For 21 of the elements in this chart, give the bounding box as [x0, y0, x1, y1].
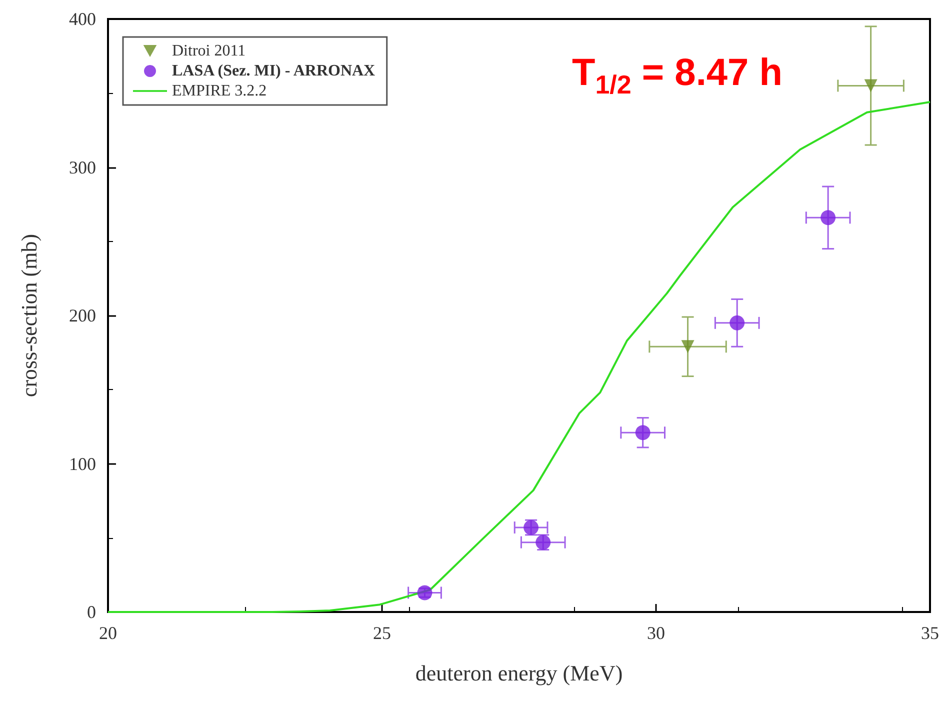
annotation: T$_{1/2}$ = 8.47 h: [572, 52, 782, 101]
x-tick-label: 30: [647, 623, 665, 643]
y-tick-label: 100: [69, 454, 96, 474]
x-axis-title: deuteron energy (MeV): [415, 660, 623, 686]
legend-label: LASA (Sez. MI) - ARRONAX: [172, 62, 376, 80]
line-series: [107, 101, 931, 613]
y-tick-label: 0: [87, 602, 96, 622]
x-tick-label: 20: [99, 623, 117, 643]
y-axis-title: cross-section (mb): [16, 234, 42, 398]
y-tick-label: 400: [69, 9, 96, 29]
legend-label: Ditroi 2011: [172, 42, 246, 60]
x-tick-label: 35: [921, 623, 939, 643]
y-tick-label: 200: [69, 306, 96, 326]
point: [681, 340, 694, 354]
point: [635, 425, 650, 440]
y-tick-label: 300: [69, 157, 96, 178]
point: [864, 79, 878, 92]
point: [730, 315, 745, 330]
point: [820, 210, 836, 226]
x-tick-label: 25: [373, 623, 391, 643]
legend-label: EMPIRE 3.2.2: [172, 82, 267, 100]
